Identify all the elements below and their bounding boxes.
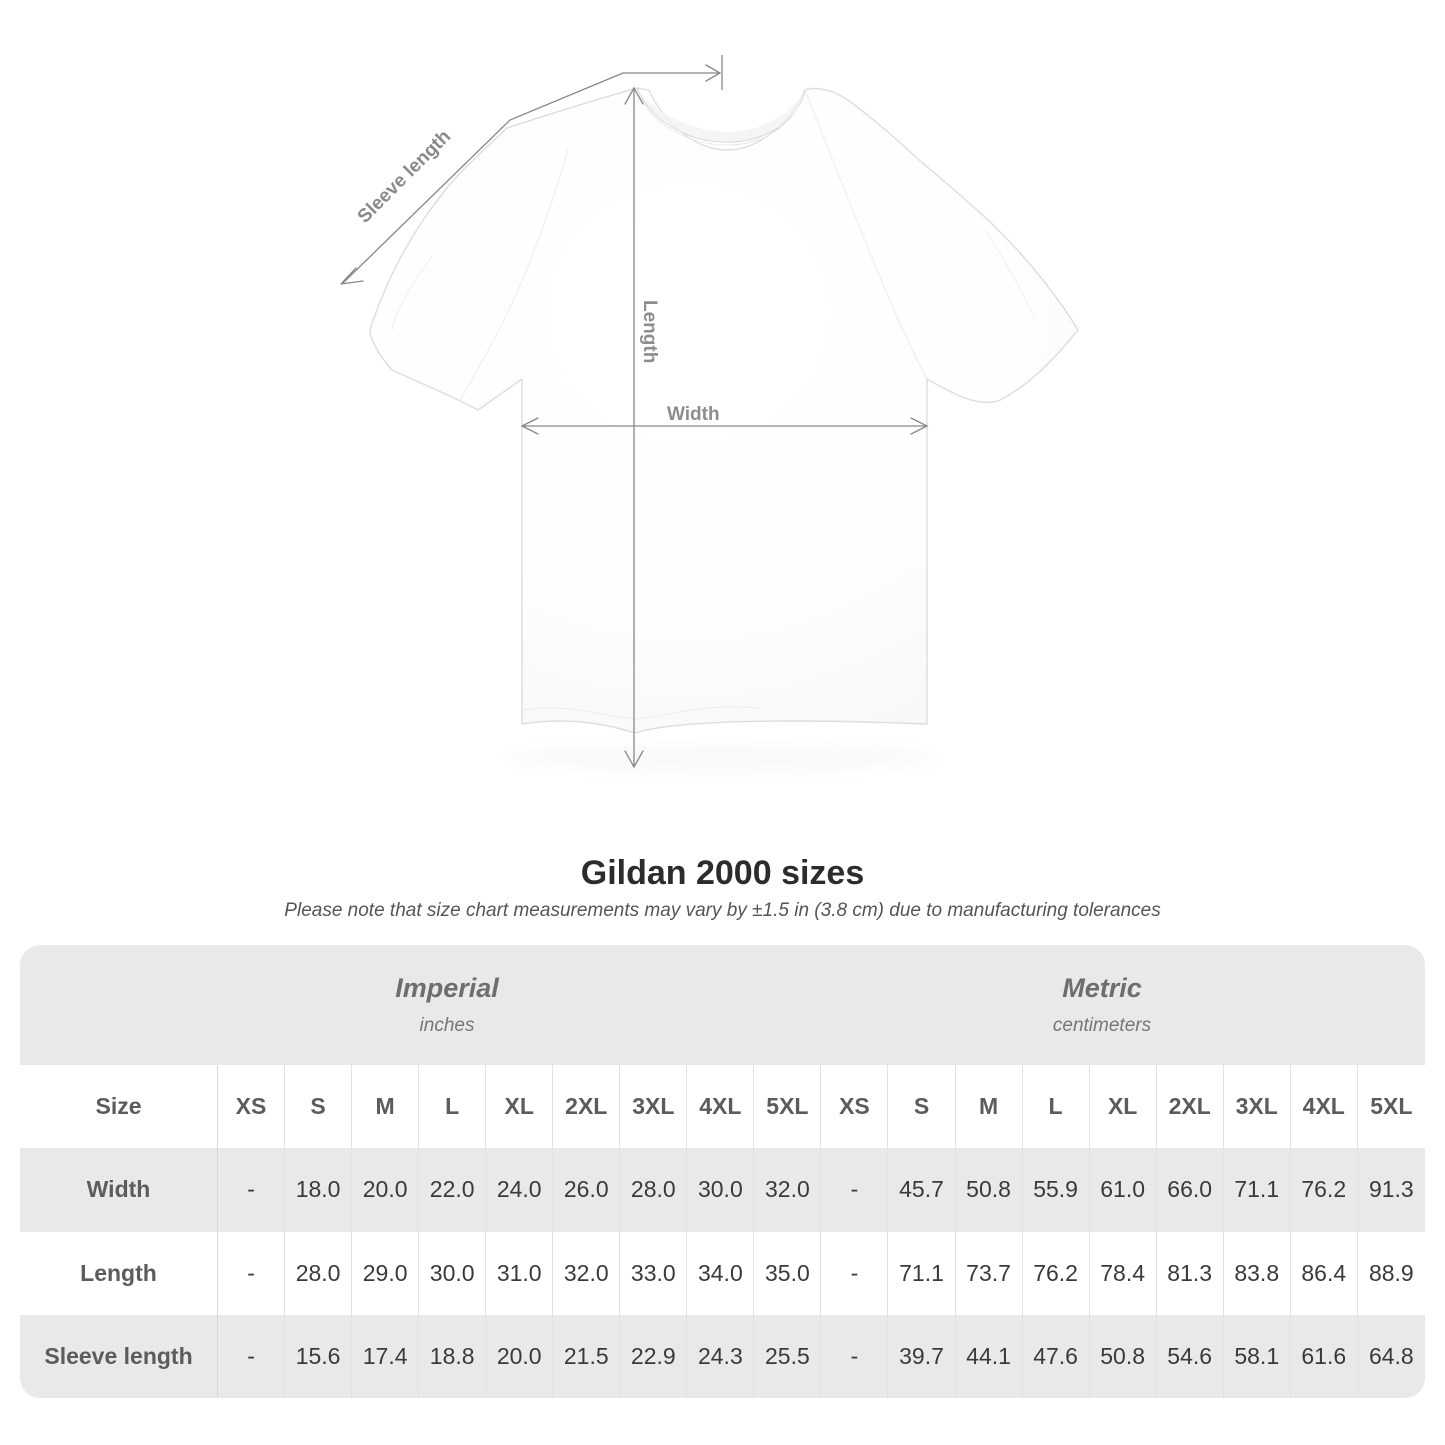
svg-text:Length: Length [639, 300, 660, 363]
svg-text:Width: Width [667, 404, 720, 425]
